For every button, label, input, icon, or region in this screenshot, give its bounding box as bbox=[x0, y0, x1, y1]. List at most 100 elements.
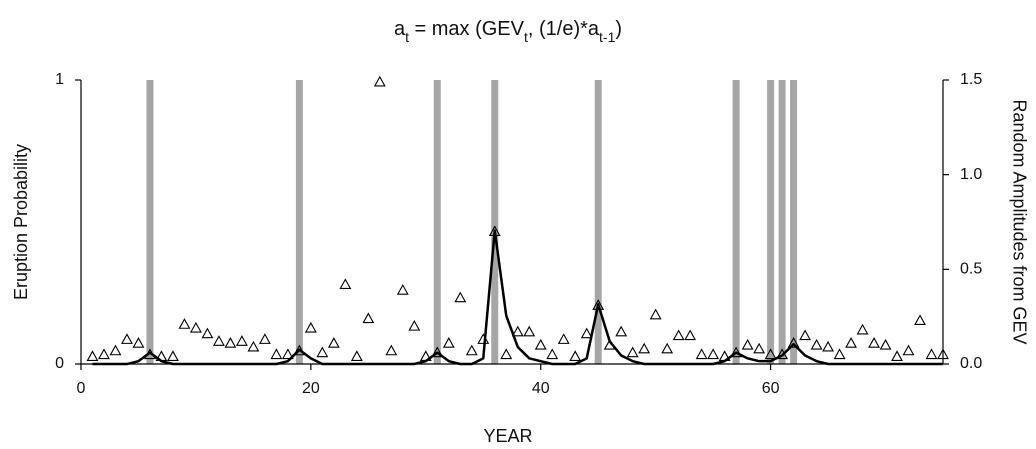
y2-tick-label: 1.5 bbox=[960, 71, 982, 88]
amplitude-marker bbox=[580, 327, 593, 339]
amplitude-marker bbox=[121, 333, 133, 344]
amplitude-marker bbox=[408, 320, 421, 331]
amplitude-marker bbox=[856, 323, 869, 335]
amplitude-marker bbox=[546, 348, 559, 360]
x-axis-label: YEAR bbox=[483, 426, 532, 446]
amplitude-marker bbox=[339, 278, 352, 290]
amplitude-marker bbox=[442, 337, 455, 348]
amplitude-marker bbox=[741, 338, 754, 350]
amplitude-marker bbox=[730, 346, 743, 358]
amplitude-marker bbox=[569, 350, 582, 361]
x-tick-label: 60 bbox=[762, 380, 780, 397]
amplitude-marker bbox=[373, 75, 386, 87]
amplitude-marker bbox=[304, 321, 317, 333]
amplitude-marker bbox=[235, 335, 248, 346]
amplitude-marker bbox=[799, 329, 812, 341]
amplitude-marker bbox=[557, 333, 570, 344]
amplitude-marker bbox=[477, 333, 490, 344]
eruption-bar bbox=[146, 80, 154, 364]
title-text: a bbox=[394, 18, 406, 40]
amplitude-marker bbox=[178, 318, 191, 329]
x-tick-label: 20 bbox=[302, 380, 320, 397]
eruption-bar bbox=[732, 80, 740, 364]
amplitude-marker bbox=[247, 340, 260, 352]
amplitude-marker bbox=[109, 344, 122, 356]
x-tick-label: 0 bbox=[77, 380, 86, 397]
amplitude-marker bbox=[86, 350, 99, 361]
amplitude-marker bbox=[350, 350, 363, 361]
amplitude-marker bbox=[914, 314, 926, 326]
amplitude-marker bbox=[167, 350, 179, 361]
amplitude-marker bbox=[327, 337, 340, 348]
eruption-bar bbox=[295, 80, 303, 364]
y2-axis-label: Random Amplitudes from GEV bbox=[1009, 99, 1029, 344]
amplitude-marker bbox=[224, 337, 237, 348]
amplitude-marker bbox=[155, 350, 168, 361]
title-text: ) bbox=[615, 18, 622, 40]
title-text: = max (GEV bbox=[409, 18, 525, 40]
y-tick-label: 1 bbox=[55, 71, 64, 88]
amplitude-marker bbox=[649, 308, 662, 320]
amplitude-marker bbox=[776, 348, 789, 360]
amplitude-marker bbox=[362, 312, 375, 324]
amplitude-marker bbox=[523, 325, 536, 337]
amplitude-marker bbox=[201, 327, 214, 339]
probability-line bbox=[92, 229, 943, 366]
amplitude-marker bbox=[316, 346, 329, 358]
amplitude-marker bbox=[511, 325, 524, 337]
title-subscript: t-1 bbox=[599, 29, 616, 45]
amplitude-marker bbox=[488, 225, 501, 237]
amplitude-marker bbox=[454, 291, 467, 303]
amplitude-marker bbox=[431, 346, 444, 358]
x-tick-label: 40 bbox=[532, 380, 550, 397]
title-text: , (1/e)*a bbox=[528, 18, 600, 40]
chart-title: at = max (GEVt, (1/e)*at-1) bbox=[394, 18, 622, 44]
amplitude-marker bbox=[281, 348, 294, 360]
amplitude-marker bbox=[465, 344, 478, 356]
amplitude-marker bbox=[592, 299, 605, 310]
amplitude-marker bbox=[385, 344, 398, 356]
eruption-bar bbox=[433, 80, 441, 364]
eruption-bar bbox=[778, 80, 786, 364]
amplitude-marker bbox=[695, 348, 708, 360]
amplitude-marker bbox=[707, 348, 720, 360]
amplitude-marker bbox=[925, 348, 938, 360]
amplitude-marker bbox=[212, 335, 225, 346]
y-axis-label: Eruption Probability bbox=[11, 144, 31, 300]
amplitude-marker bbox=[891, 350, 903, 361]
amplitude-marker bbox=[419, 350, 432, 361]
amplitude-marker bbox=[144, 348, 156, 360]
title-subscript: t bbox=[524, 29, 528, 45]
amplitude-marker bbox=[615, 325, 628, 337]
amplitude-marker bbox=[626, 346, 639, 358]
amplitude-marker bbox=[833, 348, 846, 360]
y2-tick-label: 0.5 bbox=[960, 261, 982, 278]
amplitude-marker bbox=[868, 337, 880, 348]
amplitude-marker bbox=[258, 333, 271, 344]
amplitude-marker bbox=[879, 338, 892, 350]
amplitude-marker bbox=[500, 348, 513, 360]
amplitude-marker bbox=[845, 337, 857, 348]
amplitude-marker bbox=[293, 344, 306, 356]
amplitude-marker bbox=[98, 348, 110, 360]
y-tick-label: 0 bbox=[55, 355, 64, 372]
eruption-bar bbox=[767, 80, 775, 364]
amplitude-marker bbox=[638, 342, 651, 354]
eruption-bar bbox=[594, 80, 602, 364]
y2-tick-label: 1.0 bbox=[960, 166, 982, 183]
amplitude-marker bbox=[902, 344, 915, 356]
amplitude-marker bbox=[822, 340, 835, 352]
amplitude-marker bbox=[189, 321, 202, 333]
amplitude-marker bbox=[132, 337, 145, 348]
amplitude-marker bbox=[534, 338, 547, 350]
eruption-bar bbox=[790, 80, 798, 364]
y2-tick-label: 0.0 bbox=[960, 355, 982, 372]
amplitude-marker bbox=[718, 350, 731, 361]
amplitude-marker bbox=[396, 284, 409, 295]
amplitude-marker bbox=[810, 338, 823, 350]
amplitude-marker bbox=[937, 348, 949, 360]
amplitude-marker bbox=[787, 337, 800, 348]
amplitude-marker bbox=[661, 342, 674, 354]
amplitude-marker bbox=[270, 348, 283, 360]
